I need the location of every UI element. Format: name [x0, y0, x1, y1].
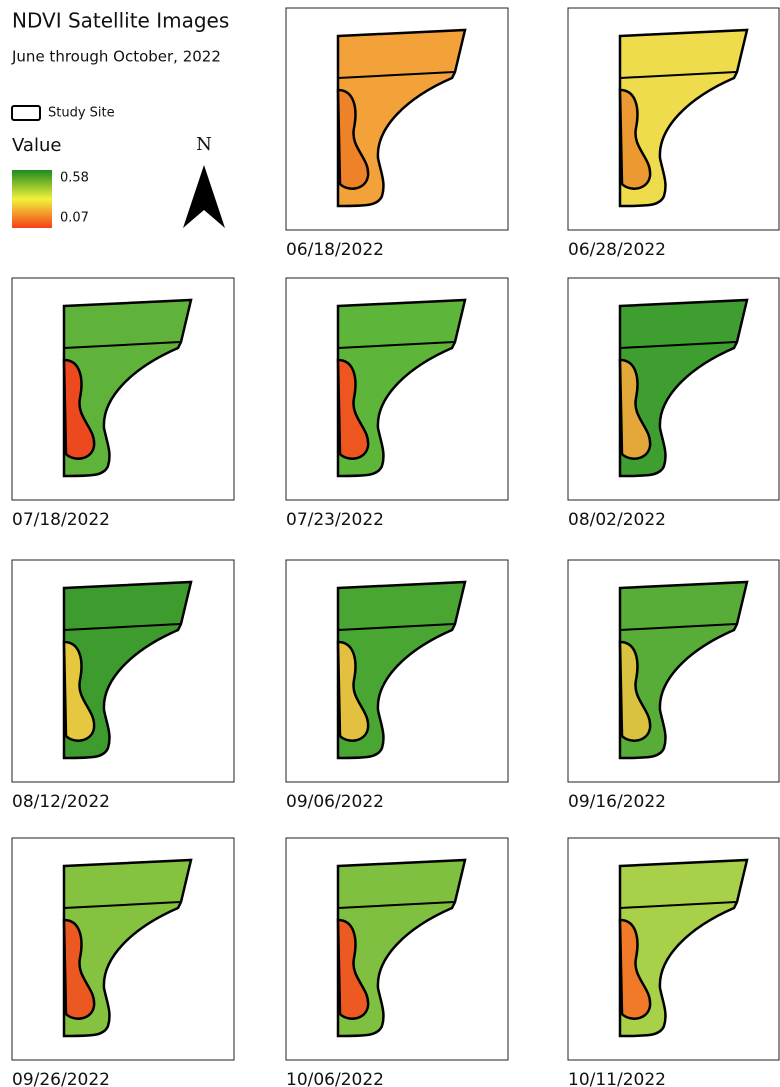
panel-date: 08/02/2022	[568, 510, 666, 530]
ndvi-panel: 07/23/2022	[286, 278, 508, 530]
panel-date: 06/28/2022	[568, 240, 666, 260]
ndvi-panel: 08/02/2022	[568, 278, 779, 530]
title: NDVI Satellite Images	[12, 9, 229, 33]
subtitle: June through October, 2022	[11, 48, 221, 66]
value-max: 0.58	[60, 171, 89, 186]
panel-date: 09/26/2022	[12, 1070, 110, 1087]
panel-date: 10/06/2022	[286, 1070, 384, 1087]
ndvi-panel: 09/16/2022	[568, 560, 779, 812]
ndvi-panel: 07/18/2022	[12, 278, 234, 530]
ndvi-panel: 09/06/2022	[286, 560, 508, 812]
north-arrow	[183, 165, 225, 228]
value-title: Value	[12, 135, 61, 156]
panel-date: 10/11/2022	[568, 1070, 666, 1087]
study-site-label: Study Site	[48, 106, 115, 121]
ndvi-panel: 09/26/2022	[12, 838, 234, 1087]
ndvi-panel: 10/06/2022	[286, 838, 508, 1087]
ndvi-panel: 06/18/2022	[286, 8, 508, 260]
study-site-swatch	[12, 106, 40, 120]
value-min: 0.07	[60, 211, 89, 226]
panel-date: 09/16/2022	[568, 792, 666, 812]
panel-date: 08/12/2022	[12, 792, 110, 812]
north-label: N	[196, 134, 212, 155]
ndvi-panel: 10/11/2022	[568, 838, 779, 1087]
panel-date: 07/18/2022	[12, 510, 110, 530]
ndvi-panel: 06/28/2022	[568, 8, 779, 260]
panel-date: 07/23/2022	[286, 510, 384, 530]
ndvi-panel: 08/12/2022	[12, 560, 234, 812]
value-ramp	[12, 170, 52, 228]
figure: NDVI Satellite Images June through Octob…	[0, 0, 780, 1087]
panel-date: 06/18/2022	[286, 240, 384, 260]
panel-date: 09/06/2022	[286, 792, 384, 812]
